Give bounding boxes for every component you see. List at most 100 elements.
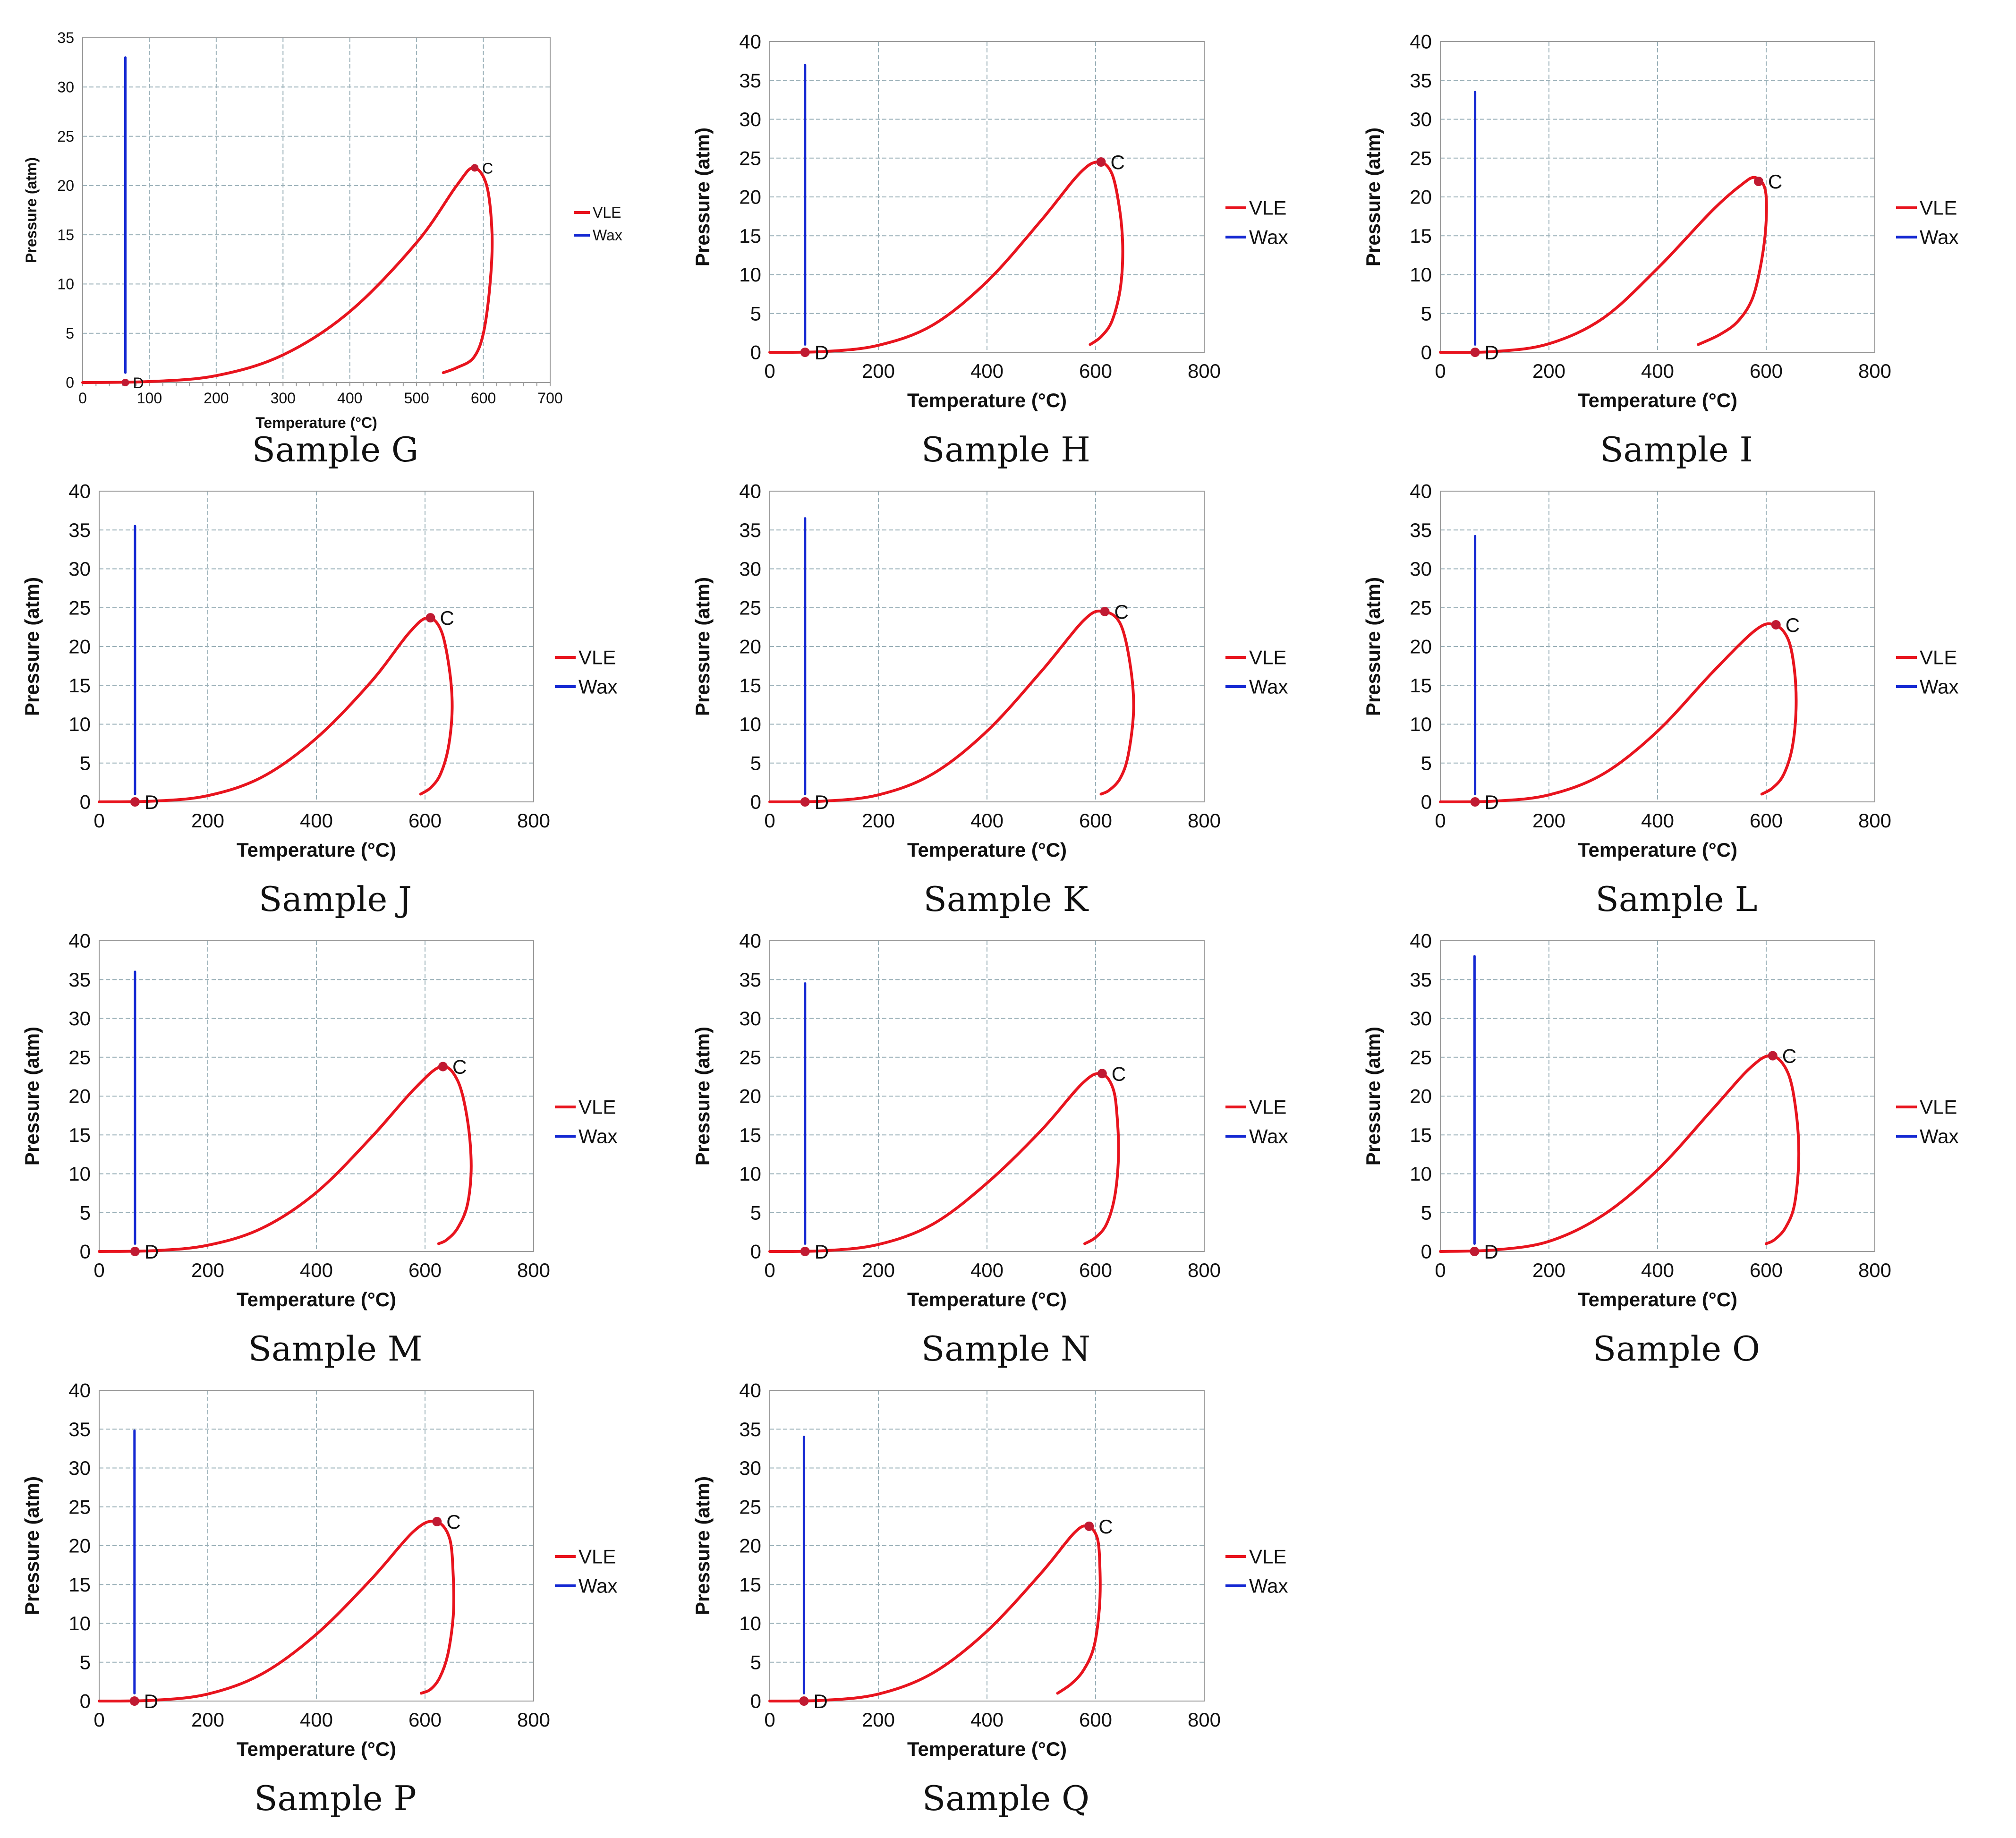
x-axis-title: Temperature (°C) xyxy=(1578,839,1737,861)
x-tick-label: 600 xyxy=(471,390,496,407)
y-tick-label: 40 xyxy=(739,930,761,952)
x-axis-title: Temperature (°C) xyxy=(907,839,1067,861)
y-tick-label: 0 xyxy=(1421,341,1432,364)
x-tick-label: 0 xyxy=(764,1259,775,1281)
y-axis-title: Pressure (atm) xyxy=(691,577,714,716)
x-tick-label: 600 xyxy=(408,809,442,832)
x-tick-label: 600 xyxy=(1750,809,1783,832)
y-axis-title: Pressure (atm) xyxy=(21,1476,43,1615)
point-c-label: C xyxy=(440,607,454,629)
point-d-label: D xyxy=(1484,1241,1498,1263)
legend-vle-label: VLE xyxy=(578,1096,616,1118)
y-tick-label: 25 xyxy=(68,1046,91,1068)
y-tick-label: 10 xyxy=(57,276,74,293)
point-d-marker xyxy=(1470,797,1480,807)
y-axis-title: Pressure (atm) xyxy=(1362,577,1384,716)
series-vle-line xyxy=(768,610,1135,803)
x-tick-label: 400 xyxy=(337,390,362,407)
x-tick-label: 800 xyxy=(517,1709,550,1731)
x-axis-title: Temperature (°C) xyxy=(237,1738,396,1760)
y-axis-title: Pressure (atm) xyxy=(691,1476,714,1615)
x-tick-label: 700 xyxy=(537,390,562,407)
x-tick-label: 200 xyxy=(204,390,229,407)
point-c-marker xyxy=(432,1517,442,1527)
x-tick-label: 200 xyxy=(862,360,895,382)
x-tick-label: 0 xyxy=(1435,360,1446,382)
x-tick-label: 800 xyxy=(1188,1259,1221,1281)
y-tick-label: 30 xyxy=(68,1457,91,1479)
point-c-marker xyxy=(471,164,479,172)
panel-sample-k: 0 5 10 15 20 25 30 35 40 0 200 400 600 800 Temperature… xyxy=(671,468,1341,922)
x-tick-label: 800 xyxy=(1188,1709,1221,1731)
x-axis-title: Temperature (°C) xyxy=(1578,389,1737,411)
y-tick-label: 10 xyxy=(739,1612,761,1634)
x-tick-label: 800 xyxy=(1188,809,1221,832)
point-d-marker xyxy=(130,1247,140,1256)
plot-area: 0 5 10 15 20 25 30 35 0 100 200 300 400 500 600 700 Temp… xyxy=(23,29,622,431)
point-c-label: C xyxy=(1782,1045,1796,1067)
point-d-marker xyxy=(129,1696,139,1706)
legend-wax-label: Wax xyxy=(1920,1125,1958,1148)
y-tick-label: 40 xyxy=(68,930,91,952)
point-d-marker xyxy=(1470,348,1480,357)
panel-caption: Sample Q xyxy=(922,1778,1090,1818)
point-c-marker xyxy=(1768,1051,1778,1061)
point-c-marker xyxy=(1100,606,1110,616)
y-axis-title: Pressure (atm) xyxy=(21,577,43,716)
plot-frame xyxy=(769,940,1205,1252)
y-tick-label: 0 xyxy=(750,1241,761,1263)
x-tick-label: 200 xyxy=(191,1259,224,1281)
point-c-marker xyxy=(1096,157,1106,167)
point-d-label: D xyxy=(1485,341,1499,364)
x-tick-label: 600 xyxy=(1750,1259,1783,1281)
y-tick-label: 25 xyxy=(1410,596,1432,619)
y-tick-label: 30 xyxy=(1410,1007,1432,1030)
y-tick-label: 5 xyxy=(1421,302,1432,324)
panel-sample-g: 0 5 10 15 20 25 30 35 0 100 200 300 400 500 600 700 Temp… xyxy=(0,19,671,472)
x-tick-label: 0 xyxy=(94,809,104,832)
x-axis-title: Temperature (°C) xyxy=(907,389,1067,411)
point-d-marker xyxy=(800,797,810,807)
y-tick-label: 40 xyxy=(1410,31,1432,53)
y-tick-label: 5 xyxy=(80,752,91,774)
y-tick-label: 35 xyxy=(57,29,74,46)
y-tick-label: 15 xyxy=(739,1124,761,1146)
y-axis-title: Pressure (atm) xyxy=(21,1027,43,1166)
point-d-label: D xyxy=(815,1241,829,1263)
y-tick-label: 20 xyxy=(68,636,91,658)
legend-vle-label: VLE xyxy=(593,204,621,221)
y-tick-label: 20 xyxy=(57,177,74,194)
y-tick-label: 5 xyxy=(1421,752,1432,774)
point-d-marker xyxy=(121,379,129,386)
y-tick-label: 20 xyxy=(739,1085,761,1107)
y-tick-label: 35 xyxy=(68,1418,91,1440)
x-tick-label: 0 xyxy=(94,1259,104,1281)
y-tick-label: 20 xyxy=(739,636,761,658)
y-tick-label: 40 xyxy=(739,1379,761,1402)
y-tick-label: 25 xyxy=(739,1046,761,1068)
x-tick-label: 800 xyxy=(517,1259,550,1281)
y-tick-label: 10 xyxy=(739,1163,761,1185)
y-tick-label: 20 xyxy=(739,186,761,208)
x-tick-label: 200 xyxy=(191,809,224,832)
legend-wax-label: Wax xyxy=(1249,1125,1288,1148)
x-tick-label: 0 xyxy=(1435,809,1446,832)
y-axis-title: Pressure (atm) xyxy=(23,157,40,263)
panel-sample-m: 0 5 10 15 20 25 30 35 40 0 200 400 600 800 Temperature… xyxy=(0,918,671,1371)
x-tick-label: 200 xyxy=(862,809,895,832)
plot-frame xyxy=(1440,41,1875,353)
y-tick-label: 10 xyxy=(68,713,91,735)
legend-vle-label: VLE xyxy=(1920,1096,1957,1118)
y-tick-label: 35 xyxy=(68,969,91,991)
x-tick-label: 600 xyxy=(1750,360,1783,382)
y-tick-label: 10 xyxy=(739,713,761,735)
y-tick-label: 30 xyxy=(68,1007,91,1030)
x-axis-title: Temperature (°C) xyxy=(237,839,396,861)
plot-frame xyxy=(1440,491,1875,802)
point-c-marker xyxy=(438,1062,448,1072)
panel-caption: Sample L xyxy=(1595,879,1758,919)
y-tick-label: 10 xyxy=(1410,264,1432,286)
